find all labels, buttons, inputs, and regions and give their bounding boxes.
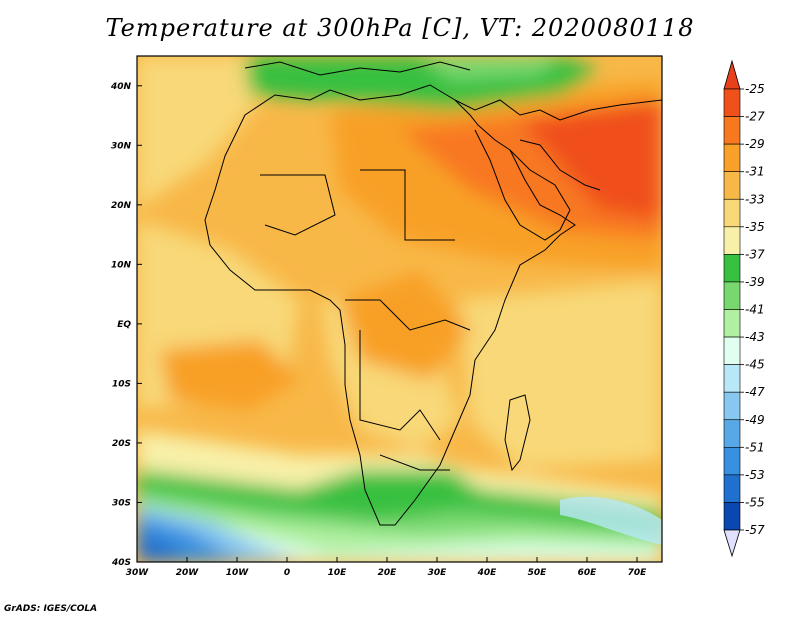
- lon-tick-label: 30W: [126, 568, 150, 578]
- colorbar-label: -45: [745, 358, 765, 372]
- colorbar-segment: [723, 419, 741, 448]
- lon-tick-label: 10E: [328, 568, 348, 578]
- lat-tick-label: 30S: [112, 498, 131, 508]
- colorbar-label: -39: [745, 275, 765, 289]
- colorbar-bottom-arrow: [723, 529, 741, 558]
- lat-tick-label: 30N: [111, 141, 132, 151]
- lat-tick-label: 20S: [112, 439, 131, 449]
- colorbar-segment: [723, 364, 741, 393]
- colorbar-segment: [723, 281, 741, 310]
- map-title: Temperature at 300hPa [C], VT: 202008011…: [105, 14, 695, 42]
- lon-tick-label: 0: [284, 568, 290, 578]
- colorbar-label: -31: [745, 165, 765, 179]
- colorbar-label: -41: [745, 303, 765, 317]
- lat-tick-label: EQ: [117, 320, 131, 330]
- colorbar-segment: [723, 171, 741, 200]
- colorbar-segment: [723, 198, 741, 228]
- colorbar-segment: [723, 474, 741, 503]
- colorbar-label: -51: [745, 440, 765, 454]
- colorbar: -25 -27 -29 -31 -33 -35 -37 -39 -41 -43 -45 -47 -49 -…: [723, 59, 765, 558]
- colorbar-label: -37: [745, 247, 765, 261]
- lon-tick-label: 40E: [477, 568, 498, 578]
- colorbar-top-arrow: [723, 59, 741, 90]
- lon-tick-label: 20W: [176, 568, 200, 578]
- map-frame: [136, 55, 663, 563]
- lon-tick-label: 70E: [628, 568, 648, 578]
- colorbar-label: -29: [745, 137, 765, 151]
- colorbar-label: -47: [745, 385, 765, 399]
- colorbar-label: -49: [745, 413, 765, 427]
- lon-tick-label: 20E: [378, 568, 398, 578]
- colorbar-label: -57: [745, 523, 765, 537]
- colorbar-segment: [723, 116, 741, 145]
- colorbar-segment: [723, 336, 741, 365]
- lon-tick-label: 30E: [428, 568, 448, 578]
- colorbar-segment: [723, 143, 741, 172]
- lat-tick-label: 20N: [111, 201, 132, 211]
- colorbar-label: -53: [745, 468, 765, 482]
- colorbar-segment: [723, 502, 741, 531]
- colorbar-segment: [723, 391, 741, 421]
- colorbar-segment: [723, 226, 741, 255]
- colorbar-label: -55: [745, 495, 765, 509]
- colorbar-label: -43: [745, 330, 765, 344]
- coastlines: [204, 61, 662, 526]
- colorbar-segment: [723, 447, 741, 476]
- latitude-axis: 40N 30N 20N 10N EQ 10S 20S 30S 40S: [110, 82, 142, 568]
- colorbar-label: -33: [745, 192, 765, 206]
- colorbar-segment: [723, 309, 741, 338]
- colorbar-label: -25: [745, 82, 765, 96]
- colorbar-label: -35: [745, 220, 765, 234]
- longitude-axis: 30W 20W 10W 0 10E 20E 30E 40E 50E 60E 70E: [126, 557, 647, 578]
- colorbar-segment: [723, 88, 741, 117]
- lat-tick-label: 40N: [110, 82, 132, 92]
- lon-tick-label: 60E: [578, 568, 598, 578]
- lon-tick-label: 50E: [528, 568, 548, 578]
- temperature-field: [137, 56, 662, 562]
- lat-tick-label: 10N: [111, 260, 132, 270]
- grads-credit: GrADS: IGES/COLA: [4, 604, 98, 614]
- lon-tick-label: 10W: [226, 568, 250, 578]
- lat-tick-label: 40S: [111, 558, 131, 568]
- colorbar-segment: [723, 254, 741, 283]
- colorbar-label: -27: [745, 110, 765, 124]
- lat-tick-label: 10S: [112, 379, 131, 389]
